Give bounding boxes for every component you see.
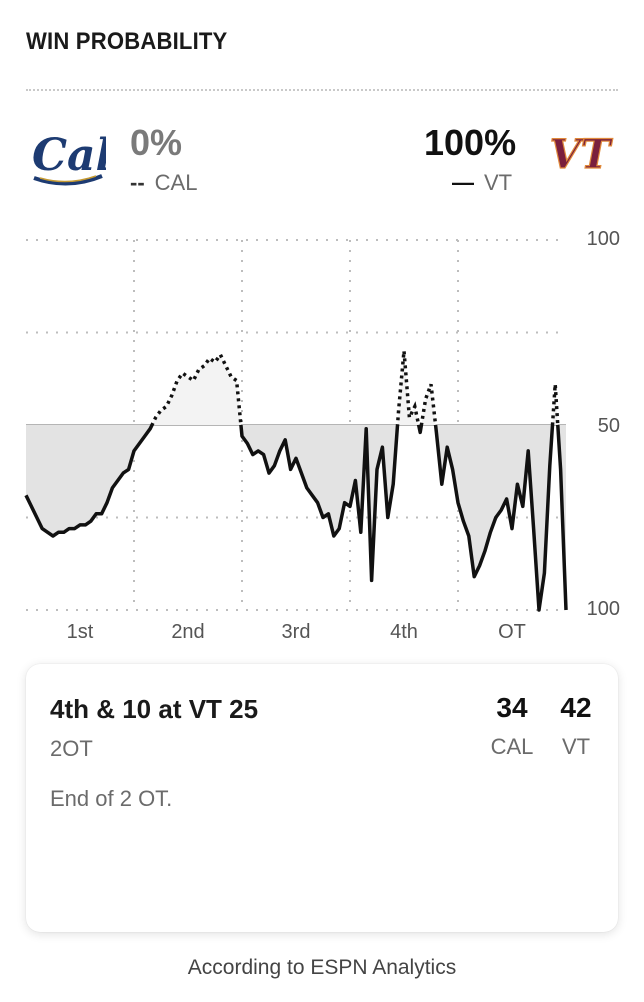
win-probability-chart: 1st 2nd 3rd 4th OT 100 50 100 (24, 228, 620, 643)
away-score-abbr: CAL (490, 734, 534, 759)
home-legend: — VT (452, 170, 512, 196)
home-score-value: 42 (560, 692, 592, 723)
play-situation: 4th & 10 at VT 25 (50, 694, 259, 724)
last-play-card: 4th & 10 at VT 25 2OT End of 2 OT. 34 CA… (26, 664, 618, 932)
away-score: 34 CAL (482, 692, 542, 760)
away-legend-abbr: CAL (154, 170, 198, 195)
away-win-pct: 0% (130, 122, 183, 163)
svg-text:Cal: Cal (32, 130, 106, 181)
x-tick-label: 1st (67, 621, 94, 643)
home-score: 42 VT (546, 692, 606, 760)
home-legend-dash: — (452, 170, 474, 195)
x-tick-label: OT (498, 621, 526, 643)
y-tick-label: 100 (587, 228, 620, 250)
home-legend-abbr: VT (484, 170, 513, 195)
home-score-abbr: VT (561, 734, 591, 759)
home-win-pct: 100% (424, 122, 517, 163)
vt-win-prob-line (24, 425, 568, 612)
x-tick-label: 3rd (282, 621, 311, 643)
play-period: 2OT (50, 736, 93, 761)
svg-text:VT: VT (550, 131, 614, 178)
away-legend: -- CAL (130, 170, 197, 196)
away-advantage-area (26, 351, 566, 425)
y-tick-label: 100 (587, 598, 620, 620)
play-description: End of 2 OT. (50, 786, 173, 811)
page-title: WIN PROBABILITY (26, 28, 228, 55)
y-tick-label: 50 (598, 415, 620, 437)
away-score-value: 34 (496, 692, 528, 723)
x-tick-label: 4th (390, 621, 418, 643)
vt-logo: VT (540, 130, 620, 180)
x-tick-label: 2nd (171, 621, 204, 643)
away-legend-dash: -- (130, 170, 145, 195)
title-divider (26, 89, 618, 91)
home-advantage-area (26, 425, 566, 610)
source-note: According to ESPN Analytics (187, 956, 457, 979)
cal-logo: Cal (30, 120, 112, 190)
